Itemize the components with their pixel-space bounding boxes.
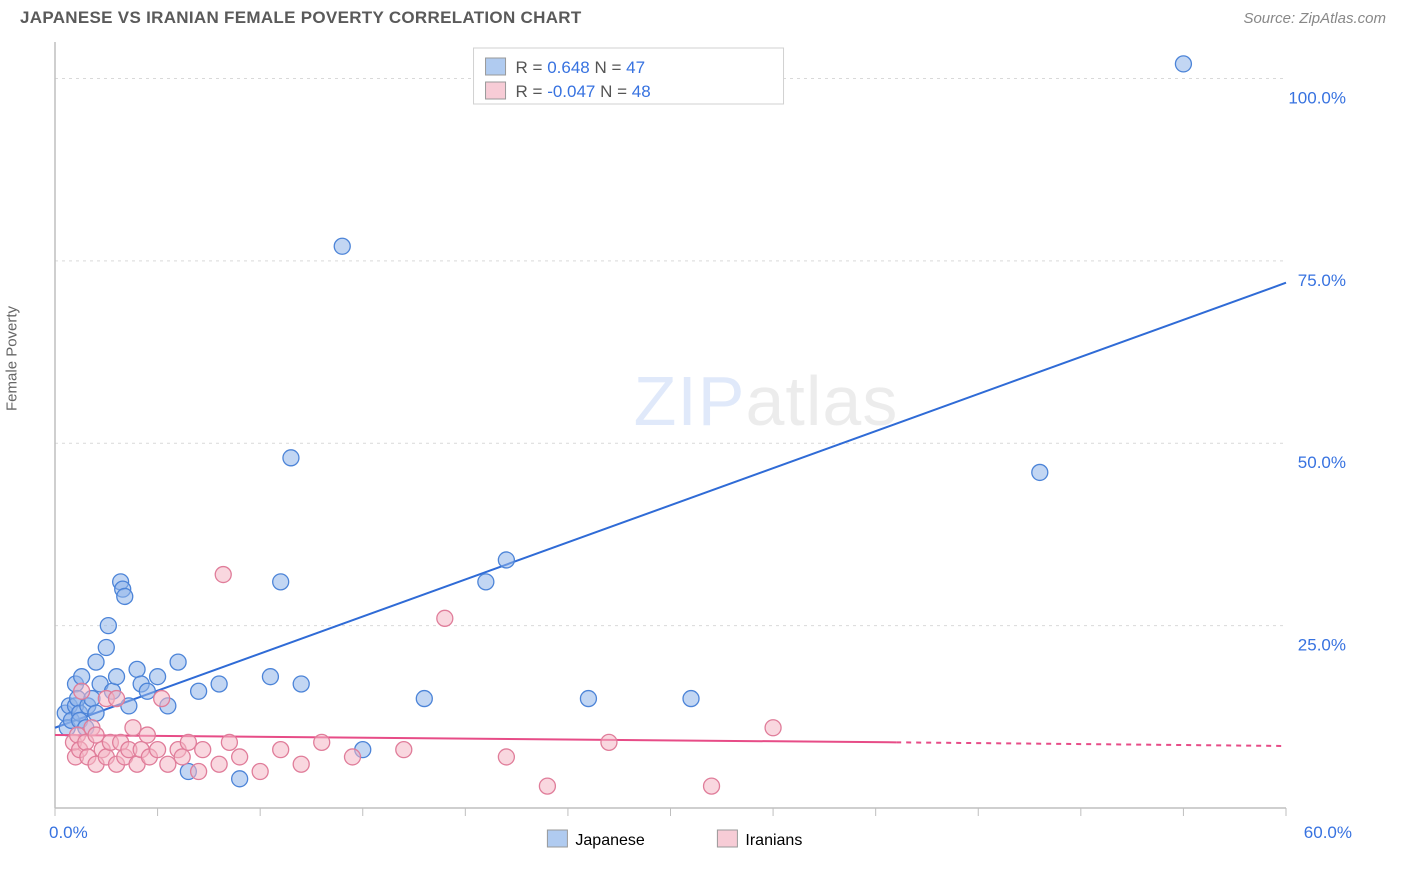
data-point xyxy=(88,654,104,670)
data-point xyxy=(139,727,155,743)
data-point xyxy=(232,749,248,765)
data-point xyxy=(704,778,720,794)
data-point xyxy=(283,450,299,466)
x-tick-label: 0.0% xyxy=(49,823,88,842)
legend-swatch xyxy=(486,58,506,75)
data-point xyxy=(195,742,211,758)
data-point xyxy=(170,654,186,670)
data-point xyxy=(765,720,781,736)
y-tick-label: 25.0% xyxy=(1298,636,1346,655)
data-point xyxy=(117,588,133,604)
data-point xyxy=(215,567,231,583)
data-point xyxy=(437,610,453,626)
data-point xyxy=(314,734,330,750)
data-point xyxy=(262,669,278,685)
data-point xyxy=(232,771,248,787)
x-tick-label: 60.0% xyxy=(1304,823,1352,842)
data-point xyxy=(154,691,170,707)
data-point xyxy=(344,749,360,765)
data-point xyxy=(139,683,155,699)
trend-line xyxy=(55,283,1286,728)
data-point xyxy=(396,742,412,758)
data-point xyxy=(88,727,104,743)
data-point xyxy=(580,691,596,707)
legend-swatch xyxy=(486,82,506,99)
data-point xyxy=(180,734,196,750)
data-point xyxy=(601,734,617,750)
y-tick-label: 100.0% xyxy=(1288,88,1346,107)
watermark: ZIPatlas xyxy=(634,362,899,440)
y-axis-label: Female Poverty xyxy=(4,306,21,411)
data-point xyxy=(273,742,289,758)
y-tick-label: 75.0% xyxy=(1298,271,1346,290)
series-legend-label: Iranians xyxy=(745,832,802,849)
data-point xyxy=(150,669,166,685)
trend-line-dashed xyxy=(896,742,1286,746)
correlation-chart: 25.0% 50.0% 75.0% 100.0% 0.0% 60.0% ZIPatlas R … xyxy=(20,32,1386,878)
data-point xyxy=(109,669,125,685)
data-point xyxy=(252,764,268,780)
legend-stat-row: R = -0.047 N = 48 xyxy=(516,82,651,101)
data-point xyxy=(211,756,227,772)
data-point xyxy=(174,749,190,765)
data-point xyxy=(478,574,494,590)
data-point xyxy=(498,552,514,568)
data-point xyxy=(74,669,90,685)
data-point xyxy=(293,676,309,692)
data-point xyxy=(150,742,166,758)
data-point xyxy=(334,238,350,254)
data-point xyxy=(683,691,699,707)
y-tick-label: 50.0% xyxy=(1298,453,1346,472)
data-point xyxy=(74,683,90,699)
series-legend-label: Japanese xyxy=(575,832,644,849)
data-point xyxy=(1175,56,1191,72)
data-point xyxy=(273,574,289,590)
data-point xyxy=(191,764,207,780)
data-point xyxy=(109,691,125,707)
chart-title: JAPANESE VS IRANIAN FEMALE POVERTY CORRE… xyxy=(20,8,582,28)
source-label: Source: ZipAtlas.com xyxy=(1243,10,1386,27)
data-point xyxy=(539,778,555,794)
data-point xyxy=(125,720,141,736)
data-point xyxy=(100,618,116,634)
data-point xyxy=(129,661,145,677)
data-point xyxy=(1032,464,1048,480)
data-point xyxy=(416,691,432,707)
series-legend-swatch xyxy=(547,830,567,847)
series-legend-swatch xyxy=(717,830,737,847)
data-point xyxy=(211,676,227,692)
data-point xyxy=(160,756,176,772)
legend-stat-row: R = 0.648 N = 47 xyxy=(516,58,646,77)
data-point xyxy=(191,683,207,699)
data-point xyxy=(221,734,237,750)
data-point xyxy=(498,749,514,765)
data-point xyxy=(88,705,104,721)
data-point xyxy=(293,756,309,772)
data-point xyxy=(98,640,114,656)
